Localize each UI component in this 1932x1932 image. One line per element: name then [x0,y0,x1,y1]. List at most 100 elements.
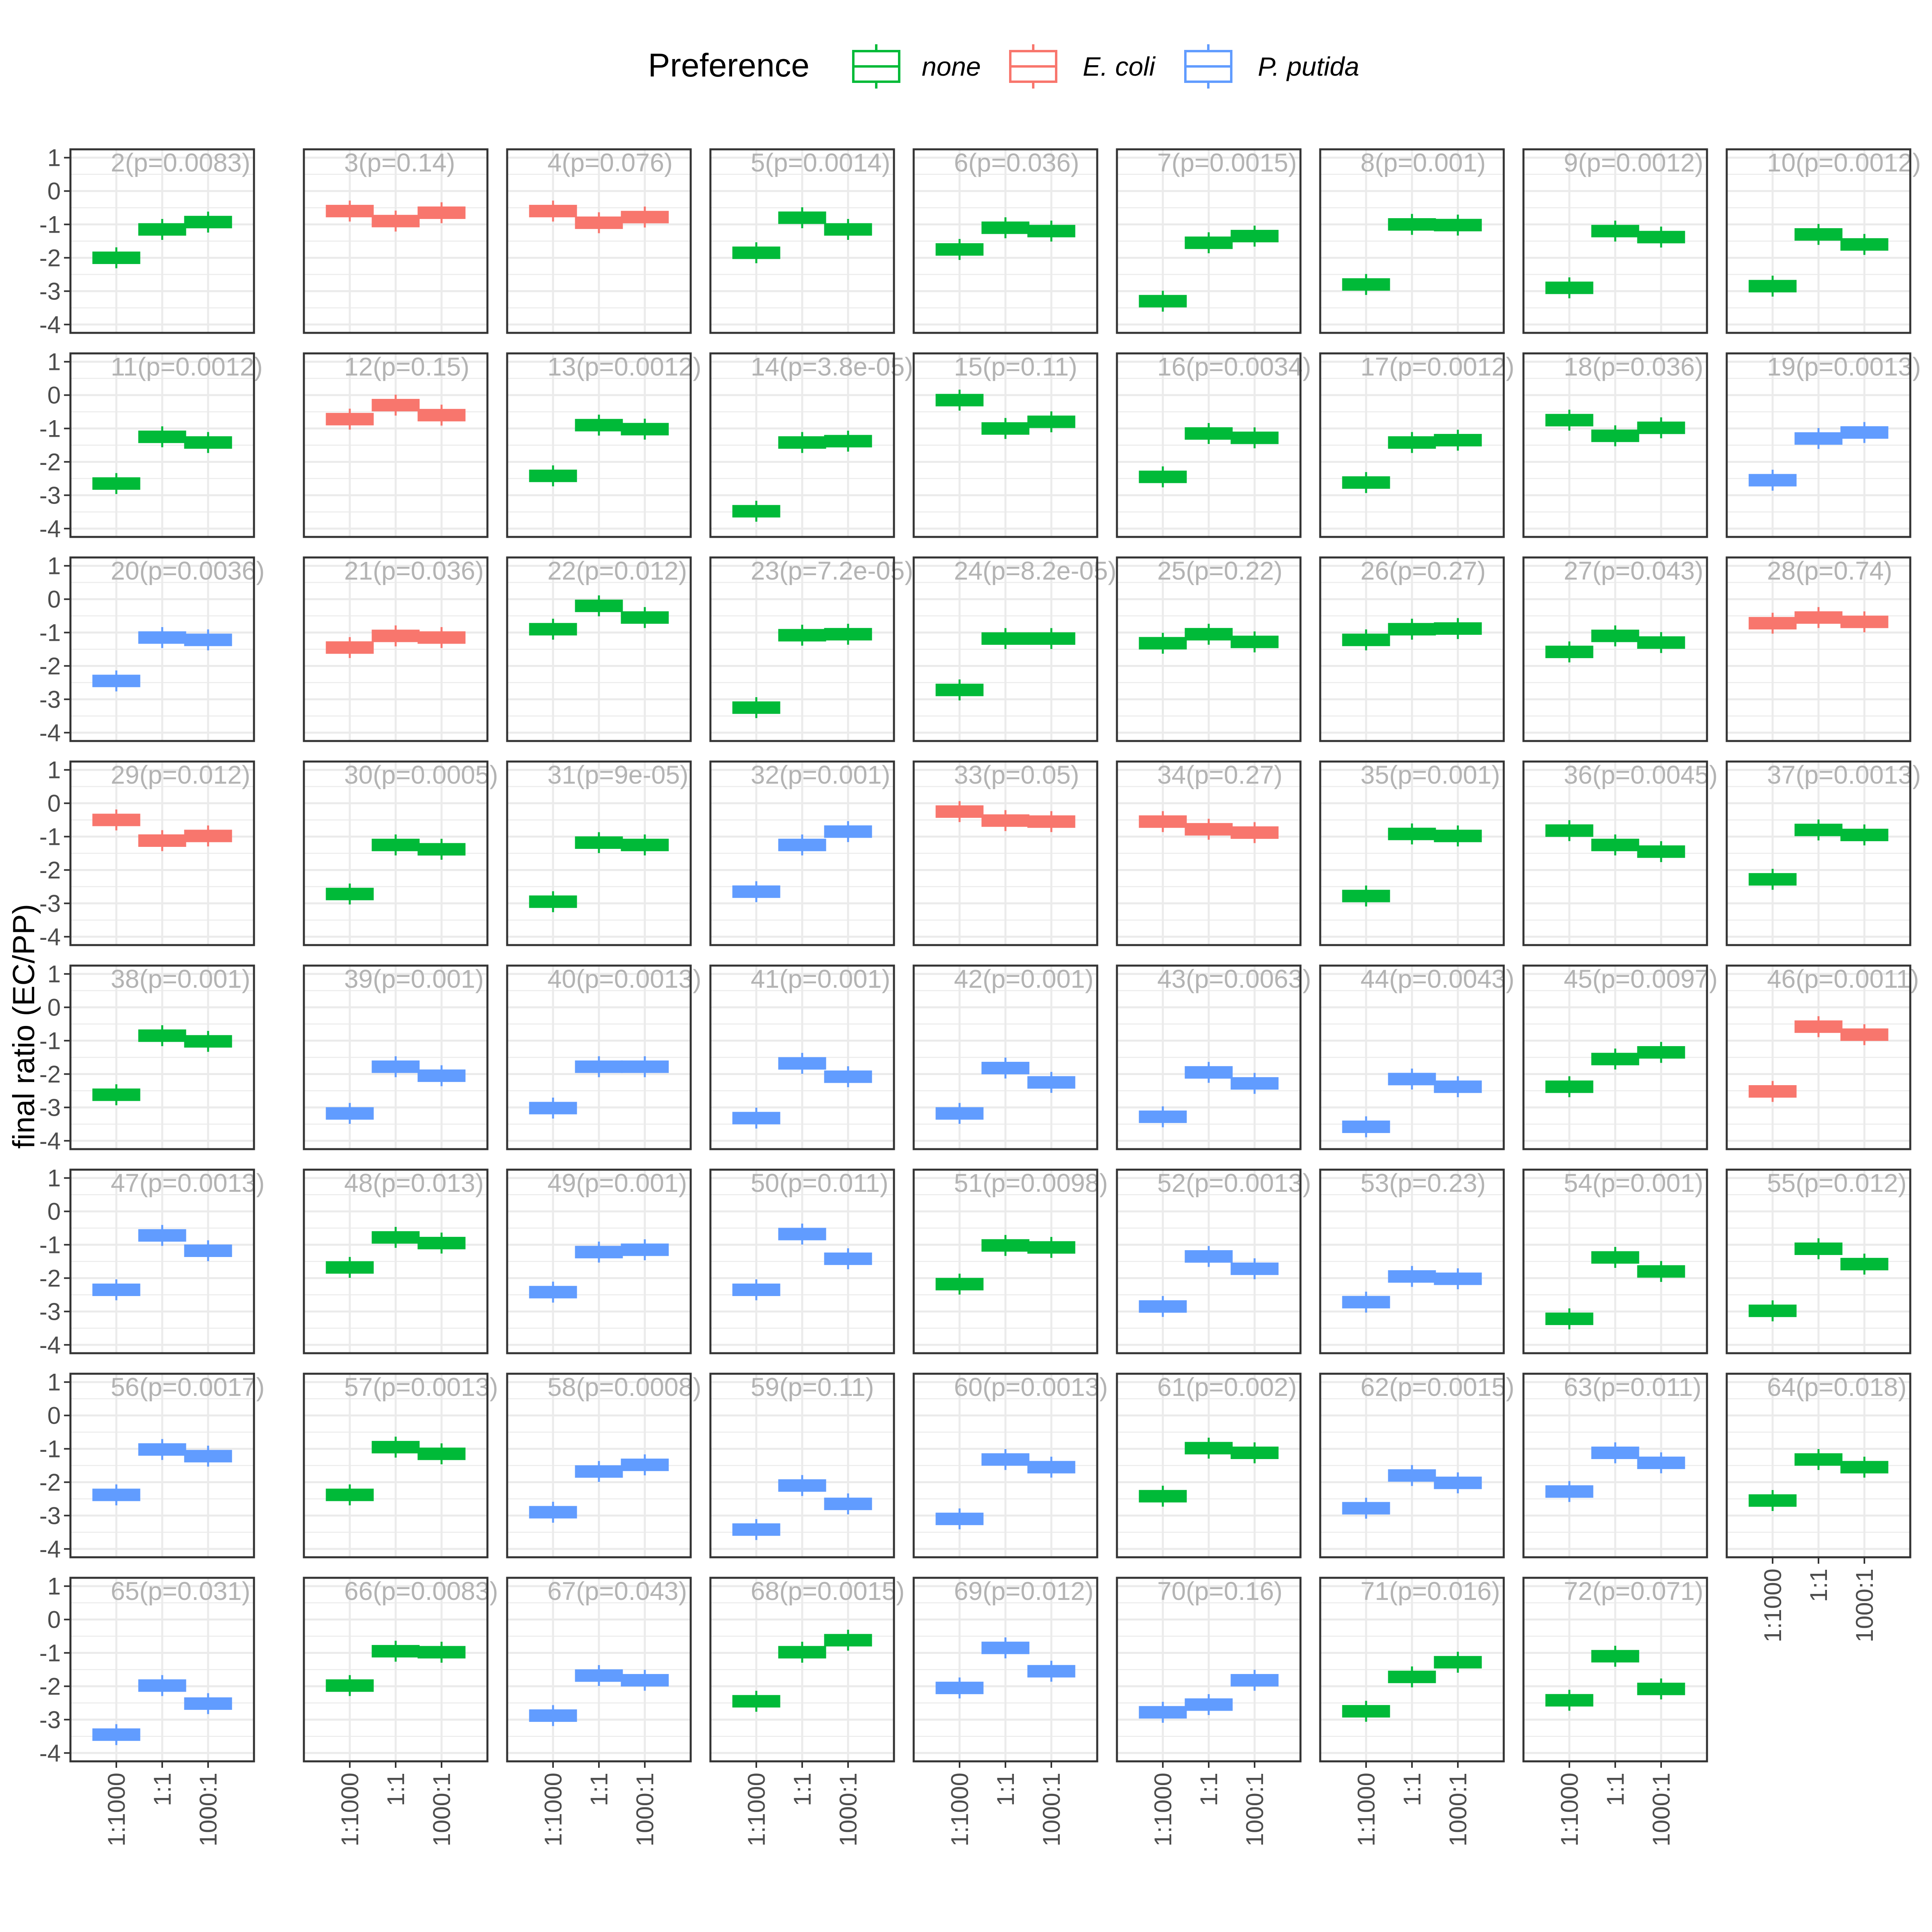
box-1000:1 [621,607,669,628]
box-1:1000 [732,501,780,522]
panel-border [1522,352,1708,538]
y-tick-label: 1 [47,144,61,171]
box-1000:1 [1840,422,1889,443]
panel: 68(p=0.0015) 1:1000 1:1 1000:1 [709,1577,905,1847]
panel-border [709,1168,895,1354]
box-1:1 [981,1057,1030,1079]
y-tick-label: 0 [47,382,61,409]
panel: 38(p=0.001) 1 0 -1 -2 -3 -4 [39,961,255,1154]
panel-border [1319,352,1505,538]
box-1000:1 [1434,1472,1482,1494]
panel-border [1319,964,1505,1150]
box-1:1 [575,212,623,233]
box-1:1 [981,1637,1030,1659]
box-1000:1 [824,1066,872,1088]
panel-title: 22(p=0.012) [547,556,687,585]
box-1:1 [1388,1068,1436,1090]
x-tick-label: 1000:1 [1241,1773,1268,1847]
box-1:1 [575,415,623,436]
y-tick-label: -3 [39,1094,61,1121]
box-1000:1 [1230,1073,1279,1094]
panel-border [506,1168,692,1354]
panel-title: 69(p=0.012) [954,1577,1094,1606]
box-1000:1 [1434,1651,1482,1673]
panel-title: 37(p=0.0013) [1767,760,1921,789]
panel: 18(p=0.036) [1522,352,1708,538]
box-1:1000 [732,242,780,264]
x-tick-label: 1000:1 [195,1773,222,1847]
x-tick-label: 1:1 [789,1773,816,1806]
box-1:1000 [92,247,140,268]
panel-border [506,760,692,946]
box-1:1 [372,1227,420,1248]
panel: 8(p=0.001) [1319,148,1505,334]
box-1000:1 [1230,822,1279,843]
box-1:1 [1794,1449,1843,1470]
box-1000:1 [1027,628,1075,649]
panel-title: 40(p=0.0013) [547,964,702,993]
x-tick-label: 1:1 [1399,1773,1426,1806]
panel-title: 66(p=0.0083) [344,1577,498,1606]
panel-border [1116,964,1302,1150]
box-1000:1 [1027,1072,1075,1093]
box-1000:1 [1840,1253,1889,1275]
box-1:1 [1591,1049,1639,1070]
y-tick-label: -2 [39,448,61,475]
y-tick-label: -3 [39,1298,61,1325]
panel-title: 47(p=0.0013) [111,1168,265,1197]
y-tick-label: -2 [39,1469,61,1496]
box-1:1000 [92,1279,140,1300]
panel-title: 41(p=0.001) [751,964,890,993]
panel-title: 7(p=0.0015) [1157,148,1297,177]
panel-title: 26(p=0.27) [1360,556,1486,585]
box-1:1000 [326,637,374,658]
panel: 34(p=0.27) [1116,760,1302,946]
y-tick-label: -3 [39,1706,61,1733]
panel-title: 20(p=0.0036) [111,556,265,585]
box-1:1000 [732,1107,780,1129]
panel-title: 68(p=0.0015) [751,1577,905,1606]
y-tick-label: -2 [39,857,61,883]
panel: 27(p=0.043) [1522,556,1708,742]
panel-title: 23(p=7.2e-05) [751,556,913,585]
panel-border [1522,964,1708,1150]
box-1000:1 [824,623,872,645]
box-1:1 [138,219,186,240]
y-tick-label: 1 [47,1369,61,1396]
x-tick-label: 1:1000 [1150,1773,1177,1847]
legend: Preference none E. coli P. putida [648,44,1359,89]
y-tick-label: -4 [39,719,61,746]
box-1000:1 [1230,225,1279,247]
box-1:1000 [732,697,780,718]
box-1000:1 [824,1630,872,1651]
panel: 4(p=0.076) [506,148,692,334]
panel-border [912,352,1098,538]
legend-key-pputida [1184,44,1232,89]
panel: 28(p=0.74) [1726,556,1911,742]
box-1:1000 [1545,641,1593,663]
box-1000:1 [417,1232,466,1254]
panel: 26(p=0.27) [1319,556,1505,742]
panel-title: 65(p=0.031) [111,1577,250,1606]
panel: 70(p=0.16) 1:1000 1:1 1000:1 [1116,1577,1302,1847]
panel-title: 27(p=0.043) [1564,556,1703,585]
panel-title: 32(p=0.001) [751,760,890,789]
panel-title: 56(p=0.0017) [111,1373,265,1402]
x-tick-label: 1000:1 [1038,1773,1065,1847]
box-1:1000 [326,883,374,905]
x-tick-label: 1000:1 [1445,1773,1472,1847]
panel-border [69,760,255,946]
y-tick-label: 0 [47,586,61,613]
panel: 61(p=0.002) [1116,1373,1302,1558]
x-tick-label: 1000:1 [835,1773,862,1847]
box-1:1 [778,1475,826,1496]
x-tick-label: 1:1 [992,1773,1019,1806]
box-1:1000 [732,1279,780,1300]
box-1:1 [778,207,826,228]
box-1000:1 [621,1454,669,1476]
panel-border [506,1373,692,1558]
panel-title: 46(p=0.0011) [1767,964,1919,993]
panel-title: 16(p=0.0034) [1157,352,1311,381]
panel-title: 43(p=0.0063) [1157,964,1311,993]
panel-border [1522,1168,1708,1354]
